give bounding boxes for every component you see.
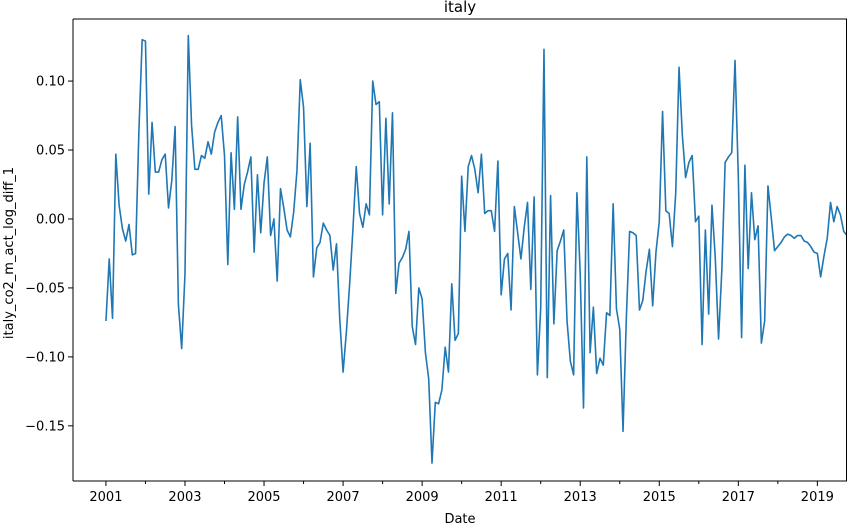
x-tick-label: 2019 bbox=[801, 490, 834, 505]
y-tick-label: 0.10 bbox=[36, 75, 65, 90]
y-axis-title: italy_co2_m_act_log_diff_1 bbox=[2, 167, 17, 339]
x-tick-label: 2013 bbox=[564, 490, 597, 505]
chart-title: italy bbox=[444, 0, 476, 16]
x-tick-label: 2001 bbox=[89, 490, 122, 505]
x-tick-label: 2015 bbox=[643, 490, 676, 505]
y-tick-label: 0.05 bbox=[36, 144, 65, 159]
x-tick-label: 2017 bbox=[722, 490, 755, 505]
y-tick-label: −0.15 bbox=[25, 419, 65, 434]
x-tick-label: 2007 bbox=[327, 490, 360, 505]
x-tick-label: 2003 bbox=[168, 490, 201, 505]
x-tick-label: 2011 bbox=[485, 490, 518, 505]
x-tick-label: 2009 bbox=[406, 490, 439, 505]
series-line bbox=[105, 34, 847, 464]
y-tick-label: 0.00 bbox=[36, 212, 65, 227]
y-tick-label: −0.05 bbox=[25, 281, 65, 296]
plot-area: 0.10 0.05 0.00 −0.05 −0.10 −0.15 2001 2003 2005 2… bbox=[25, 18, 847, 505]
y-tick-label: −0.10 bbox=[25, 350, 65, 365]
x-axis-title: Date bbox=[444, 512, 475, 525]
x-tick-label: 2005 bbox=[247, 490, 280, 505]
